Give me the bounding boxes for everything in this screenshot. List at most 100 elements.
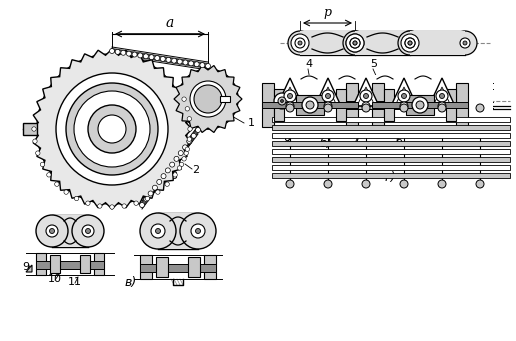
Circle shape (132, 52, 137, 57)
Circle shape (350, 38, 360, 48)
Polygon shape (277, 78, 303, 106)
Circle shape (476, 104, 484, 112)
Text: 11: 11 (68, 277, 82, 287)
Circle shape (155, 228, 160, 234)
Circle shape (196, 128, 201, 133)
Circle shape (288, 31, 312, 55)
Circle shape (353, 41, 357, 45)
Circle shape (362, 180, 370, 188)
Circle shape (400, 180, 408, 188)
Circle shape (148, 191, 153, 196)
Bar (220, 96, 230, 102)
Text: p: p (324, 6, 331, 19)
Circle shape (438, 102, 446, 110)
Circle shape (362, 102, 370, 110)
Circle shape (179, 162, 184, 167)
Circle shape (86, 201, 90, 205)
Circle shape (170, 162, 174, 167)
Bar (140, 255, 152, 279)
Circle shape (178, 166, 182, 170)
Polygon shape (26, 265, 32, 272)
Circle shape (460, 38, 470, 48)
Circle shape (149, 55, 154, 60)
Circle shape (187, 117, 191, 121)
Bar (204, 255, 216, 279)
Text: 9: 9 (22, 262, 29, 272)
Circle shape (453, 31, 477, 55)
Bar (346, 83, 358, 127)
Circle shape (151, 224, 165, 238)
Circle shape (122, 204, 126, 208)
Bar (384, 89, 394, 121)
Circle shape (172, 58, 176, 63)
Circle shape (165, 168, 170, 173)
Bar (262, 83, 274, 127)
Circle shape (138, 53, 143, 58)
Circle shape (190, 81, 226, 117)
Circle shape (184, 151, 188, 155)
Circle shape (140, 213, 176, 249)
Bar (158, 213, 198, 249)
Circle shape (281, 100, 283, 103)
Circle shape (398, 31, 422, 55)
Circle shape (183, 145, 188, 150)
Circle shape (436, 90, 448, 102)
Polygon shape (32, 49, 192, 209)
Bar (156, 257, 168, 277)
Polygon shape (429, 78, 455, 106)
Text: 4: 4 (305, 59, 312, 69)
Circle shape (416, 101, 424, 109)
Circle shape (88, 105, 136, 153)
Circle shape (160, 57, 165, 61)
Circle shape (56, 73, 168, 185)
Circle shape (50, 228, 55, 234)
Circle shape (36, 151, 40, 155)
Circle shape (343, 31, 367, 55)
Circle shape (408, 41, 412, 45)
Bar (336, 89, 346, 121)
Circle shape (173, 173, 178, 177)
Bar (278, 75, 493, 135)
Circle shape (463, 41, 467, 45)
Circle shape (185, 107, 189, 111)
Circle shape (152, 185, 157, 190)
Circle shape (291, 34, 309, 52)
Circle shape (324, 102, 332, 110)
Circle shape (298, 41, 302, 45)
Circle shape (178, 69, 238, 129)
Circle shape (165, 182, 169, 186)
Bar (272, 141, 510, 146)
Circle shape (121, 50, 126, 55)
Circle shape (144, 197, 149, 202)
Circle shape (326, 93, 331, 99)
Bar (272, 133, 510, 138)
Circle shape (115, 49, 120, 54)
Text: б): б) (320, 137, 333, 150)
Text: 3: 3 (170, 171, 177, 181)
Circle shape (196, 228, 201, 234)
Circle shape (284, 90, 296, 102)
Circle shape (322, 90, 334, 102)
Circle shape (161, 174, 166, 179)
Text: б: б (395, 137, 402, 147)
Bar (36, 261, 104, 269)
Bar (94, 253, 104, 275)
Bar (410, 31, 465, 55)
Circle shape (178, 59, 182, 64)
Text: 5: 5 (370, 59, 377, 69)
Text: в): в) (125, 276, 137, 289)
Circle shape (166, 57, 171, 62)
Circle shape (74, 196, 79, 201)
Circle shape (66, 83, 158, 175)
Circle shape (286, 102, 294, 110)
Circle shape (157, 179, 162, 184)
Circle shape (187, 137, 191, 142)
Bar (140, 264, 216, 272)
Circle shape (188, 61, 194, 66)
Circle shape (86, 228, 90, 234)
Circle shape (405, 38, 415, 48)
Circle shape (302, 97, 318, 113)
Bar (262, 102, 358, 108)
Circle shape (37, 54, 187, 204)
Circle shape (191, 133, 196, 138)
